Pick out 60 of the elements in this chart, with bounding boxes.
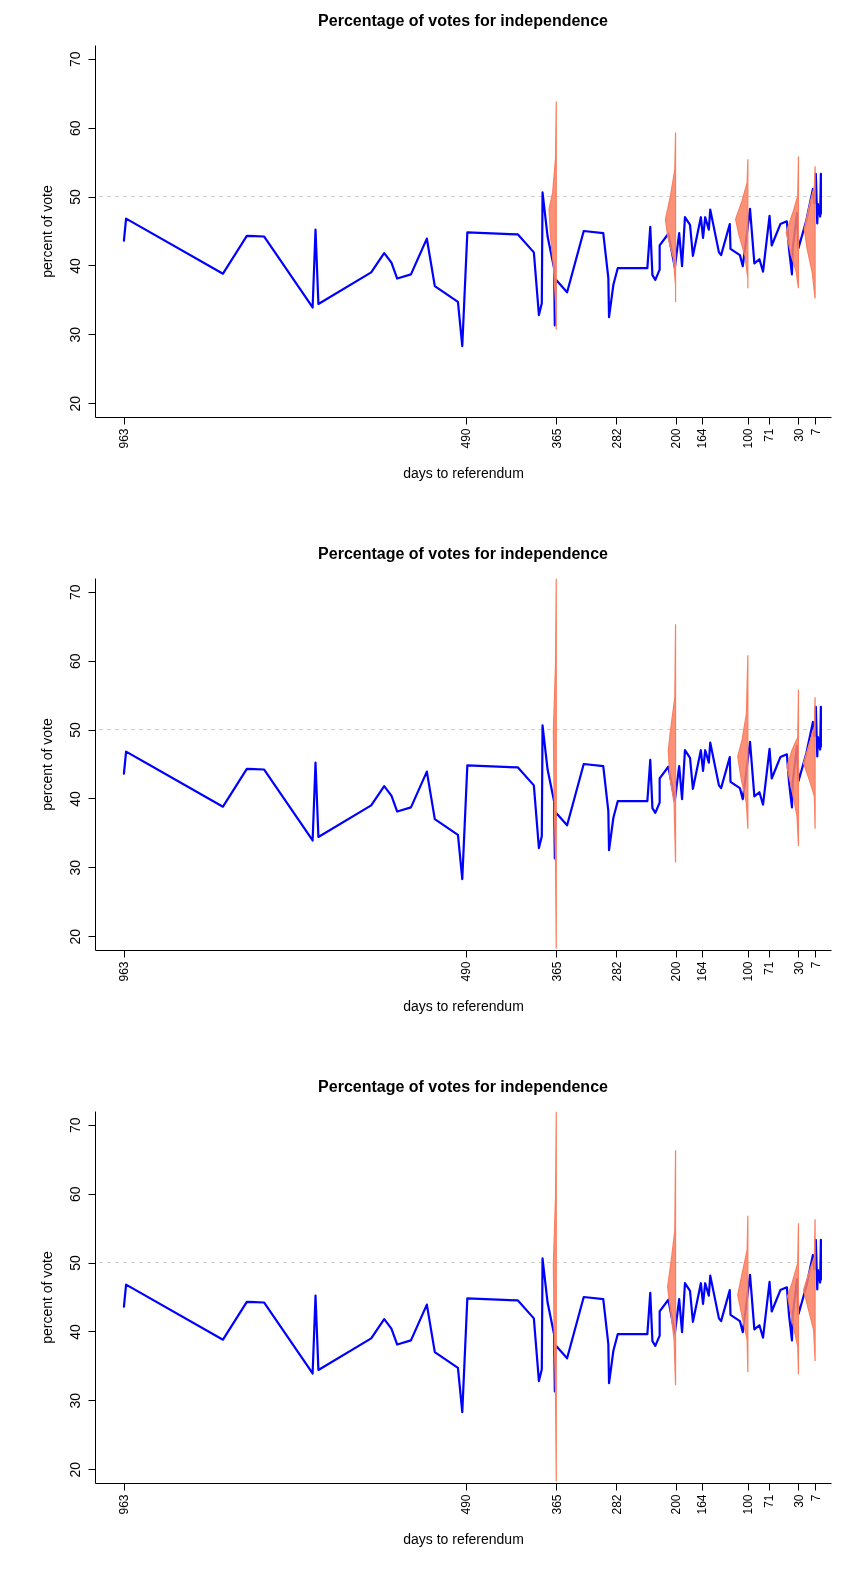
x-tick-label: 365 (549, 1494, 564, 1515)
x-tick-label: 200 (669, 961, 684, 982)
x-tick-label: 7 (808, 1494, 823, 1502)
x-tick-label: 282 (609, 1494, 624, 1515)
x-tick-label: 30 (791, 1494, 806, 1508)
x-tick-label: 200 (669, 428, 684, 449)
x-tick-label: 164 (695, 1494, 710, 1515)
x-tick-label: 164 (695, 428, 710, 449)
line-series (122, 705, 822, 881)
chart-title: Percentage of votes for independence (318, 545, 609, 562)
y-tick-label: 20 (66, 928, 83, 945)
line-series (122, 172, 822, 348)
line-series (122, 1238, 822, 1414)
x-tick-label: 490 (459, 428, 474, 449)
y-tick-label: 50 (66, 189, 83, 205)
y-tick-label: 60 (66, 1186, 83, 1202)
y-tick-label: 70 (66, 584, 83, 601)
x-tick-label: 164 (695, 961, 710, 982)
x-tick-label: 282 (609, 428, 624, 449)
y-tick-label: 60 (66, 120, 83, 136)
x-axis-title: days to referendum (403, 1530, 524, 1547)
x-tick-label: 30 (791, 961, 806, 975)
y-tick-label: 70 (66, 51, 83, 68)
y-tick-label: 30 (66, 859, 83, 876)
y-tick-label: 50 (66, 1255, 83, 1271)
x-tick-label: 963 (117, 428, 132, 449)
y-tick-label: 20 (66, 1461, 83, 1478)
y-axis-title: percent of vote (38, 184, 55, 278)
y-tick-label: 40 (66, 1323, 83, 1340)
x-tick-label: 100 (741, 1494, 756, 1515)
y-axis-title: percent of vote (38, 1250, 55, 1344)
x-tick-label: 200 (669, 1494, 684, 1515)
y-tick-label: 40 (66, 790, 83, 807)
x-tick-label: 71 (762, 1494, 777, 1508)
x-tick-label: 963 (117, 1494, 132, 1515)
y-axis-title: percent of vote (38, 717, 55, 811)
y-tick-label: 70 (66, 1117, 83, 1134)
x-axis-title: days to referendum (403, 997, 524, 1014)
x-tick-label: 30 (791, 428, 806, 442)
chart-title: Percentage of votes for independence (318, 1078, 609, 1095)
x-tick-label: 100 (741, 428, 756, 449)
x-tick-label: 963 (117, 961, 132, 982)
x-tick-label: 100 (741, 961, 756, 982)
x-tick-label: 7 (808, 961, 823, 969)
chart-title: Percentage of votes for independence (318, 12, 609, 29)
y-tick-label: 20 (66, 395, 83, 412)
y-tick-label: 50 (66, 722, 83, 738)
x-tick-label: 282 (609, 961, 624, 982)
x-axis-title: days to referendum (403, 464, 524, 481)
y-tick-label: 60 (66, 653, 83, 669)
y-tick-label: 30 (66, 326, 83, 343)
x-tick-label: 365 (549, 961, 564, 982)
x-tick-label: 7 (808, 428, 823, 436)
x-tick-label: 71 (762, 961, 777, 975)
x-tick-label: 490 (459, 961, 474, 982)
x-tick-label: 490 (459, 1494, 474, 1515)
y-tick-label: 30 (66, 1392, 83, 1409)
y-tick-label: 40 (66, 257, 83, 274)
x-tick-label: 365 (549, 428, 564, 449)
x-tick-label: 71 (762, 428, 777, 442)
